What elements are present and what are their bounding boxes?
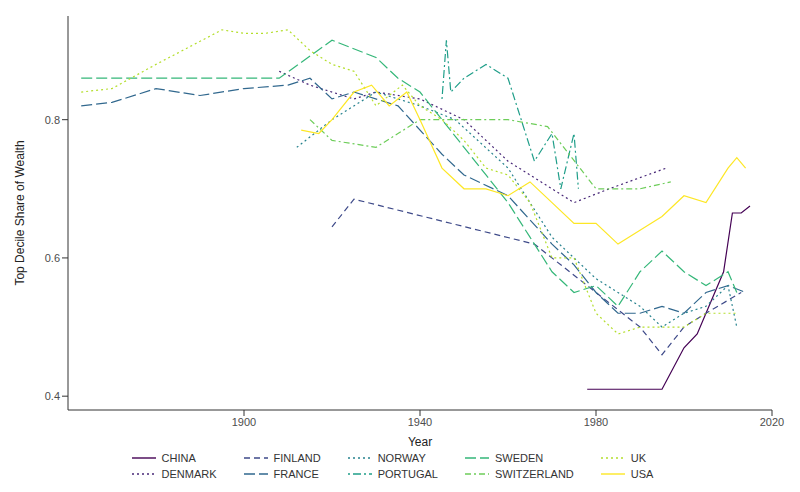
svg-text:1980: 1980	[584, 416, 608, 428]
svg-text:0.6: 0.6	[45, 252, 60, 264]
svg-text:1900: 1900	[232, 416, 256, 428]
svg-text:Year: Year	[408, 435, 432, 449]
html-text:DENMARK: DENMARK	[161, 468, 217, 480]
svg-text:0.4: 0.4	[45, 390, 60, 402]
html-text:FINLAND: FINLAND	[273, 452, 321, 464]
svg-text:2020: 2020	[760, 416, 784, 428]
html-text:NORWAY: NORWAY	[377, 452, 426, 464]
html-text:UK: UK	[630, 452, 647, 464]
svg-text:0.8: 0.8	[45, 114, 60, 126]
html-text:USA: USA	[630, 468, 654, 480]
html-text:PORTUGAL: PORTUGAL	[377, 468, 438, 480]
svg-text:Top Decile Share of Wealth: Top Decile Share of Wealth	[13, 140, 27, 285]
html-text:SWEDEN: SWEDEN	[495, 452, 544, 464]
html-text:SWITZERLAND: SWITZERLAND	[495, 468, 574, 480]
svg-text:1940: 1940	[408, 416, 432, 428]
html-text:FRANCE: FRANCE	[273, 468, 319, 480]
html-text:CHINA: CHINA	[161, 452, 196, 464]
